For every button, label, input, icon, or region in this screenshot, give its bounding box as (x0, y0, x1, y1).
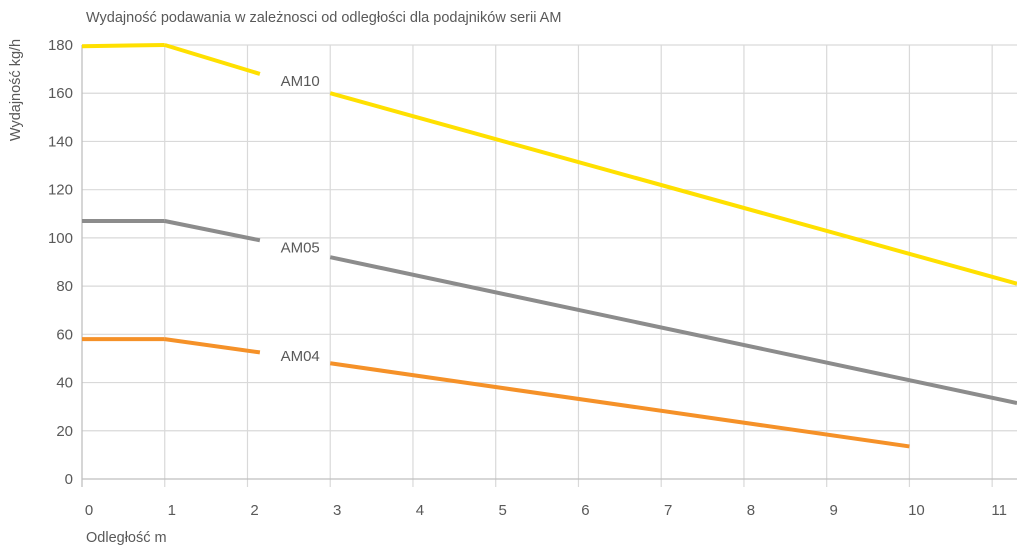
y-tick-label: 160 (48, 85, 73, 102)
x-tick-label: 1 (168, 502, 176, 519)
series-label-am10: AM10 (281, 73, 320, 90)
y-tick-label: 100 (48, 230, 73, 247)
x-tick-label: 10 (908, 502, 925, 519)
x-axis-title: Odległość m (86, 530, 167, 546)
y-tick-label: 0 (65, 471, 73, 488)
y-tick-label: 80 (56, 278, 73, 295)
series-segment-am10 (164, 43, 261, 76)
y-tick-label: 180 (48, 37, 73, 54)
x-tick-label: 0 (85, 502, 93, 519)
chart-title: Wydajność podawania w zależnosci od odle… (86, 10, 561, 26)
x-tick-label: 4 (416, 502, 424, 519)
x-tick-label: 5 (499, 502, 507, 519)
x-tick-label: 9 (830, 502, 838, 519)
series-segment-am05 (329, 255, 1017, 406)
series-labels: AM10 AM05 AM04 (281, 73, 320, 365)
y-axis-title: Wydajność kg/h (8, 39, 24, 141)
y-tick-label: 60 (56, 326, 73, 343)
series-segment-am10 (329, 91, 1017, 286)
series-label-am04: AM04 (281, 348, 320, 365)
x-tick-label: 7 (664, 502, 672, 519)
x-tick-label: 8 (747, 502, 755, 519)
series-segment-am10 (81, 43, 165, 49)
series-label-am05: AM05 (281, 240, 320, 257)
series-segment-am04 (164, 337, 261, 355)
y-tick-label: 20 (56, 423, 73, 440)
y-tick-label: 140 (48, 133, 73, 150)
x-tick-label: 11 (991, 502, 1007, 519)
series-segment-am04 (329, 361, 910, 449)
x-tick-label: 2 (250, 502, 258, 519)
series-segment-am05 (164, 219, 261, 243)
series-lines (81, 43, 1017, 449)
tick-labels: 0 20 40 60 80 100 120 140 160 180 0 1 2 3 4 5 6 7 8 9 10 11 (48, 37, 1007, 519)
x-tick-label: 3 (333, 502, 341, 519)
y-tick-label: 120 (48, 182, 73, 199)
x-tick-label: 6 (581, 502, 589, 519)
grid-lines (82, 44, 1017, 487)
axes (81, 45, 1017, 487)
y-tick-label: 40 (56, 375, 73, 392)
